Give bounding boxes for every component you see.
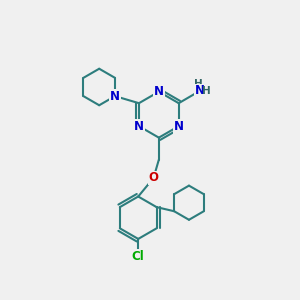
Text: N: N [154, 85, 164, 98]
Text: N: N [174, 120, 184, 133]
Text: O: O [148, 172, 158, 184]
Text: N: N [110, 90, 120, 103]
Text: N: N [134, 120, 144, 133]
Text: H: H [202, 86, 211, 96]
Text: H: H [194, 79, 203, 89]
Text: Cl: Cl [132, 250, 145, 263]
Text: N: N [195, 84, 205, 97]
